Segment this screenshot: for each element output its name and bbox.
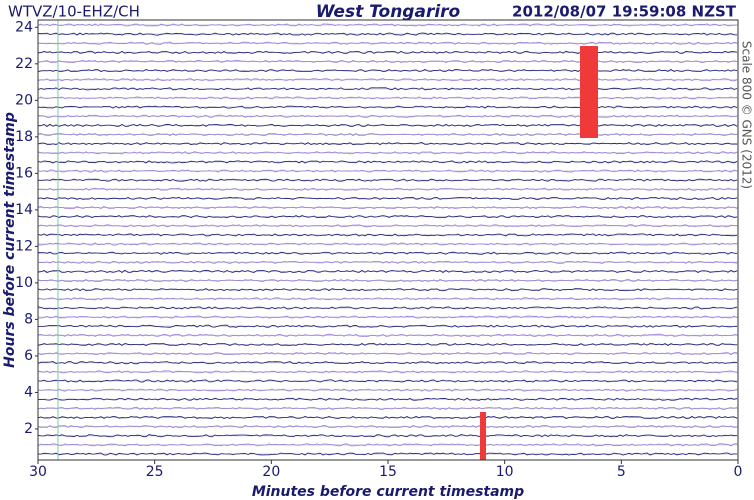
trace	[37, 32, 738, 36]
trace	[37, 306, 738, 310]
trace	[37, 114, 738, 118]
trace	[37, 406, 738, 410]
x-tick-label: 5	[617, 464, 626, 480]
x-tick-label: 20	[262, 464, 280, 480]
trace	[37, 333, 738, 337]
y-tick-label: 18	[15, 129, 33, 145]
trace	[37, 187, 738, 191]
trace	[37, 269, 738, 273]
trace	[37, 205, 738, 210]
trace	[37, 388, 738, 392]
event-marker	[580, 46, 598, 138]
trace	[37, 215, 738, 219]
y-tick-label: 14	[15, 202, 33, 218]
trace	[37, 315, 738, 319]
y-tick-label: 20	[15, 92, 33, 108]
x-tick-label: 25	[146, 464, 164, 480]
trace	[37, 415, 738, 420]
y-tick-label: 16	[15, 165, 33, 181]
y-tick-label: 12	[15, 238, 33, 254]
trace	[37, 59, 738, 64]
trace	[37, 96, 738, 100]
trace	[37, 361, 738, 365]
trace	[37, 78, 738, 82]
y-tick-label: 24	[15, 19, 33, 35]
y-tick-label: 8	[24, 311, 33, 327]
trace	[37, 278, 738, 283]
event-marker	[480, 412, 486, 460]
trace	[37, 251, 738, 255]
trace	[37, 142, 738, 146]
trace	[37, 105, 738, 109]
trace	[37, 41, 738, 45]
y-tick-label: 2	[24, 421, 33, 437]
trace	[37, 443, 737, 447]
trace	[37, 324, 738, 328]
trace	[37, 169, 738, 173]
trace	[37, 196, 738, 200]
trace	[37, 434, 738, 438]
trace	[37, 132, 737, 137]
trace	[37, 425, 738, 429]
x-tick-label: 15	[379, 464, 397, 480]
trace	[37, 288, 738, 292]
y-tick-label: 22	[15, 56, 33, 72]
trace	[37, 452, 738, 456]
chart-title: West Tongariro	[316, 2, 461, 22]
y-tick-label: 6	[24, 348, 33, 364]
trace	[37, 23, 738, 27]
trace	[37, 123, 738, 127]
trace	[37, 352, 738, 356]
x-tick-label: 0	[734, 464, 743, 480]
scale-note: Scale 800 © GNS (2012)	[740, 41, 754, 189]
trace	[37, 87, 738, 91]
x-axis-label: Minutes before current timestamp	[252, 484, 524, 500]
trace	[37, 260, 738, 264]
trace	[37, 242, 738, 246]
trace	[37, 370, 738, 374]
timestamp: 2012/08/07 19:59:08 NZST	[512, 3, 737, 21]
trace	[37, 69, 738, 73]
trace	[37, 342, 738, 347]
trace	[37, 50, 738, 54]
y-axis-label: Hours before current timestamp	[2, 112, 18, 368]
trace	[37, 233, 738, 237]
trace	[37, 224, 738, 228]
trace	[37, 160, 738, 164]
trace	[37, 379, 738, 383]
trace	[37, 151, 738, 155]
x-tick-label: 30	[29, 464, 47, 480]
y-tick-label: 4	[24, 384, 33, 400]
station-label: WTVZ/10-EHZ/CH	[8, 3, 140, 21]
y-tick-label: 10	[15, 275, 33, 291]
trace	[37, 297, 738, 301]
trace	[37, 397, 738, 401]
trace	[37, 178, 738, 182]
x-tick-label: 10	[496, 464, 514, 480]
